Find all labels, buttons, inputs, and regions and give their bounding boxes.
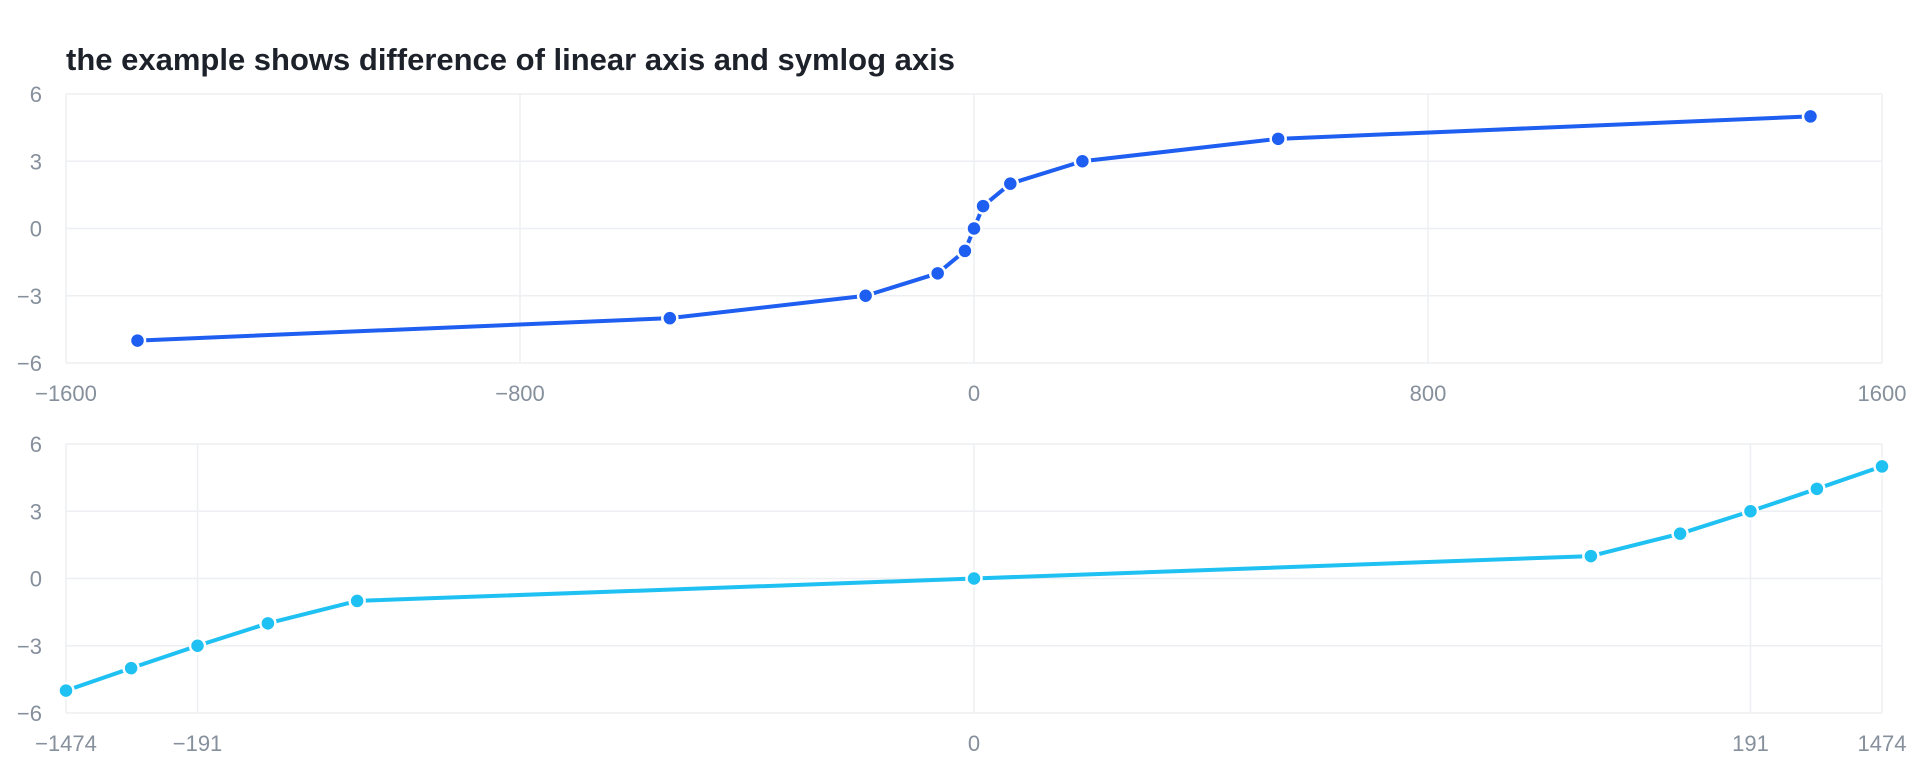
x-tick-label: −1474 [35, 731, 97, 756]
data-point [856, 287, 875, 305]
x-tick-label: 1600 [1858, 381, 1907, 406]
chart-title: the example shows difference of linear a… [66, 42, 955, 77]
x-tick-label: 0 [968, 381, 980, 406]
x-tick-label: −191 [173, 731, 223, 756]
y-tick-label: 0 [30, 567, 42, 592]
y-tick-label: 6 [30, 432, 42, 457]
data-point [965, 569, 983, 588]
x-tick-label: 800 [1410, 381, 1447, 406]
data-point [1801, 107, 1820, 126]
data-point [928, 264, 947, 283]
data-point [259, 614, 277, 633]
data-point [188, 637, 207, 655]
data-point [965, 219, 983, 238]
x-tick-label: 0 [968, 731, 980, 756]
y-tick-label: −3 [17, 634, 42, 659]
x-tick-label: 191 [1732, 731, 1769, 756]
x-tick-label: −800 [495, 381, 545, 406]
x-tick-label: −1600 [35, 381, 97, 406]
data-point [1269, 130, 1287, 148]
y-tick-label: 3 [30, 149, 42, 174]
y-tick-label: −6 [17, 351, 42, 376]
data-point [1873, 457, 1891, 476]
data-point [1582, 547, 1600, 565]
y-tick-label: 0 [30, 217, 42, 242]
chart-panel-1: −6 −3 0 3 6 −1600 −800 0 800 1600 [17, 82, 1907, 406]
data-point [661, 309, 679, 327]
chart-panel-2: −6 −3 0 3 6 −1474 −191 0 191 1474 [17, 432, 1907, 756]
data-point [348, 592, 366, 610]
data-point [1808, 480, 1826, 498]
y-tick-label: 3 [30, 499, 42, 524]
x-tick-label: 1474 [1858, 731, 1907, 756]
y-tick-label: −3 [17, 284, 42, 309]
data-point [128, 331, 147, 350]
data-point [1073, 152, 1092, 170]
data-point [1671, 524, 1689, 543]
data-point [1741, 502, 1760, 520]
y-tick-label: 6 [30, 82, 42, 107]
data-point [956, 242, 974, 260]
data-point [57, 681, 75, 700]
data-point [122, 659, 140, 677]
data-point [1001, 174, 1020, 193]
data-point [974, 197, 992, 215]
y-tick-label: −6 [17, 701, 42, 726]
